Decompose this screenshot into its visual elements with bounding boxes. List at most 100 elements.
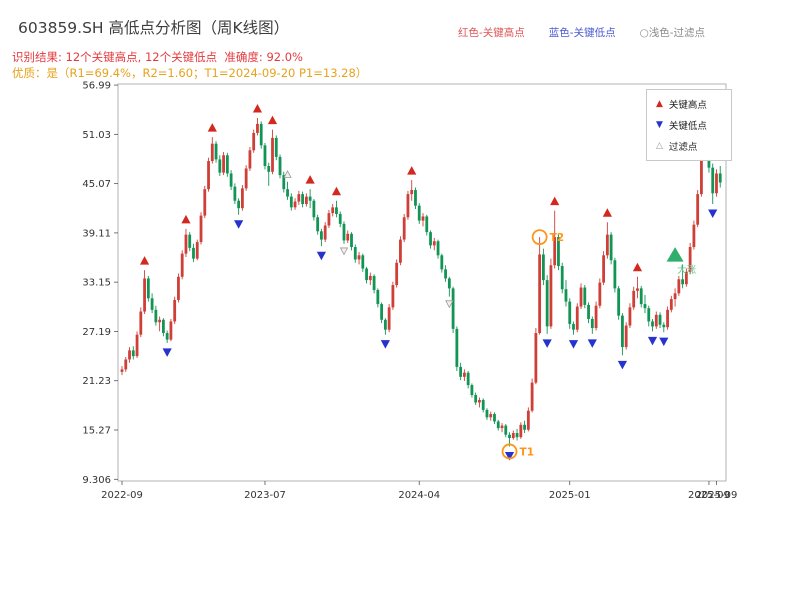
candle-body bbox=[263, 145, 267, 167]
key-low-marker bbox=[659, 337, 669, 347]
candle-body bbox=[180, 253, 184, 277]
candle-body bbox=[677, 279, 681, 294]
candle-body bbox=[417, 205, 421, 221]
candle-body bbox=[139, 311, 143, 335]
candle-body bbox=[222, 155, 225, 173]
candle-body bbox=[248, 150, 252, 169]
candle-body bbox=[278, 156, 282, 176]
candle-body bbox=[192, 247, 195, 259]
candle-body bbox=[361, 255, 365, 269]
candle-body bbox=[380, 304, 384, 320]
key-low-marker bbox=[316, 251, 327, 261]
candle-body bbox=[169, 321, 173, 340]
candle-body bbox=[342, 223, 346, 241]
filtered-point-icon: △ bbox=[656, 140, 663, 151]
candle-body bbox=[474, 395, 478, 403]
candle-body bbox=[466, 372, 470, 386]
candle-body bbox=[421, 216, 425, 221]
y-tick-label: 45.07 bbox=[82, 179, 111, 190]
candle-body bbox=[131, 350, 135, 357]
legend-row-key-high: ▲ 关键高点 bbox=[656, 97, 722, 111]
big-rise-marker bbox=[666, 247, 684, 262]
candle-body bbox=[203, 189, 207, 216]
candle-body bbox=[654, 314, 658, 327]
candle-body bbox=[124, 359, 128, 370]
key-high-marker bbox=[602, 208, 612, 217]
y-tick-label: 56.99 bbox=[82, 81, 111, 92]
legend-row-filtered: △ 过滤点 bbox=[656, 139, 722, 153]
candle-body bbox=[128, 350, 131, 360]
y-tick-label: 39.11 bbox=[82, 228, 111, 239]
key-high-icon: ▲ bbox=[656, 98, 663, 109]
candle-body bbox=[225, 155, 229, 174]
candle-body bbox=[173, 299, 177, 322]
candle-body bbox=[643, 304, 647, 309]
key-high-marker bbox=[139, 256, 150, 265]
candle-body bbox=[485, 409, 489, 418]
candle-body bbox=[462, 372, 466, 377]
candle-body bbox=[557, 237, 560, 267]
candle-body bbox=[177, 276, 180, 300]
candle-body bbox=[605, 234, 609, 256]
candle-body bbox=[718, 173, 722, 183]
candle-body bbox=[274, 137, 278, 157]
candle-body bbox=[560, 266, 564, 290]
candle-body bbox=[647, 308, 651, 322]
candle-body bbox=[700, 158, 703, 195]
candle-body bbox=[594, 305, 598, 329]
t-point-label: T1 bbox=[520, 446, 534, 458]
x-tick-label: 2025-09 bbox=[696, 490, 738, 501]
candle-body bbox=[387, 307, 391, 330]
candle-body bbox=[673, 293, 677, 300]
legend-filter-label: ○浅色-过滤点 bbox=[639, 27, 706, 39]
candle-body bbox=[233, 186, 237, 201]
candle-body bbox=[158, 319, 162, 323]
page-title: 603859.SH 高低点分析图（周K线图） bbox=[18, 19, 290, 37]
candle-body bbox=[613, 260, 617, 289]
candle-body bbox=[504, 425, 508, 435]
candle-body bbox=[199, 215, 203, 243]
legend-low-label: 蓝色-关键低点 bbox=[548, 27, 616, 39]
key-low-marker bbox=[504, 451, 515, 461]
candle-body bbox=[587, 304, 590, 319]
candle-body bbox=[624, 325, 628, 348]
key-low-marker bbox=[617, 360, 628, 370]
candle-body bbox=[406, 194, 410, 218]
candle-body bbox=[338, 213, 342, 224]
candle-body bbox=[391, 285, 395, 308]
candle-body bbox=[444, 269, 447, 279]
legend-key-high-label: 关键高点 bbox=[668, 100, 707, 111]
candle-body bbox=[440, 255, 444, 270]
candle-body bbox=[195, 242, 199, 259]
candle-body bbox=[515, 433, 519, 438]
candle-body bbox=[218, 159, 222, 173]
candle-body bbox=[621, 315, 624, 348]
candle-body bbox=[496, 421, 500, 429]
candle-body bbox=[666, 309, 669, 328]
candle-body bbox=[519, 424, 523, 438]
candle-body bbox=[715, 173, 718, 194]
candle-body bbox=[271, 137, 274, 172]
candle-body bbox=[146, 278, 150, 299]
key-high-marker bbox=[632, 262, 643, 272]
candle-body bbox=[511, 433, 515, 439]
candle-body bbox=[692, 224, 696, 248]
candle-body bbox=[289, 196, 293, 208]
candle-body bbox=[154, 309, 158, 323]
candle-body bbox=[684, 271, 688, 285]
candle-body bbox=[353, 247, 357, 260]
y-tick-label: 33.15 bbox=[82, 278, 111, 289]
key-low-marker bbox=[542, 339, 552, 348]
candle-body bbox=[568, 301, 572, 324]
key-high-marker bbox=[407, 166, 417, 175]
candle-body bbox=[282, 175, 286, 190]
x-tick-label: 2022-09 bbox=[101, 490, 143, 501]
legend-high-label: 红色-关键高点 bbox=[458, 27, 525, 39]
candle-body bbox=[304, 196, 308, 205]
candle-body bbox=[658, 314, 662, 325]
filtered-marker bbox=[283, 170, 292, 178]
recognition-result-text: 识别结果: 12个关键高点, 12个关键低点 准确度: 92.0% bbox=[12, 50, 303, 64]
candle-body bbox=[493, 414, 496, 422]
